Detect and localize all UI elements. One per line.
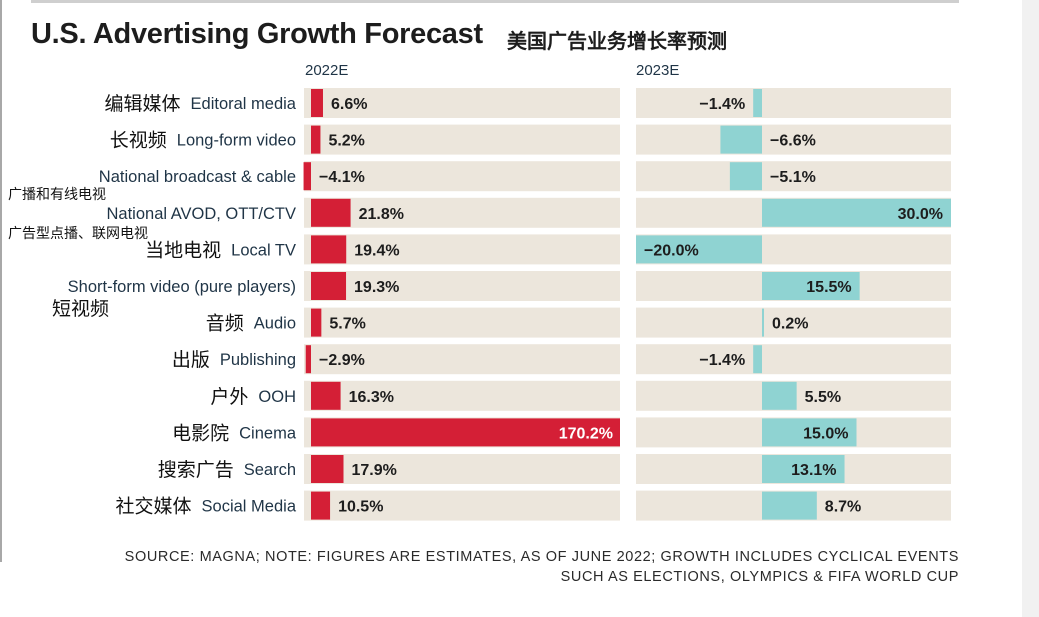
category-label-en: Publishing bbox=[220, 351, 296, 369]
value-label-2022: −4.1% bbox=[319, 169, 365, 186]
bar-2023 bbox=[762, 272, 860, 300]
track-2022 bbox=[304, 234, 620, 265]
bar-2023 bbox=[636, 235, 762, 264]
track-2023 bbox=[636, 161, 951, 192]
bar-2022 bbox=[311, 235, 347, 264]
track-2022 bbox=[304, 307, 620, 338]
value-label-2022: 21.8% bbox=[359, 206, 404, 223]
category-label-cn: 户外 bbox=[210, 386, 248, 408]
bar-2023 bbox=[762, 455, 845, 483]
value-label-2023: −1.4% bbox=[699, 352, 745, 369]
value-label-2022: −2.9% bbox=[319, 352, 365, 369]
chart-title: U.S. Advertising Growth Forecast bbox=[31, 18, 483, 50]
category-label-cn: 广播和有线电视 bbox=[8, 187, 106, 203]
bar-2023 bbox=[762, 381, 797, 410]
value-label-2023: 0.2% bbox=[772, 316, 808, 333]
bar-2022 bbox=[303, 162, 311, 191]
value-label-2022: 19.3% bbox=[354, 279, 399, 296]
value-label-2022: 16.3% bbox=[349, 389, 394, 406]
track-2022 bbox=[304, 271, 620, 301]
left-edge-line bbox=[0, 0, 2, 562]
category-label-cn: 出版 bbox=[172, 349, 210, 371]
track-2022 bbox=[304, 161, 620, 192]
value-label-2022: 10.5% bbox=[338, 499, 383, 516]
category-label-en: Cinema bbox=[239, 424, 297, 442]
category-label-en: Search bbox=[244, 461, 296, 479]
value-label-2022: 5.2% bbox=[328, 133, 364, 150]
category-label-cn: 社交媒体 bbox=[116, 496, 192, 518]
track-2023 bbox=[636, 88, 951, 118]
value-label-2023: −6.6% bbox=[770, 133, 816, 150]
growth-chart: 6.6% −1.4% Editoral media 编辑媒体 5.2% −6.6% Long… bbox=[8, 88, 951, 521]
value-label-2023: −20.0% bbox=[644, 242, 699, 259]
category-label-cn: 电影院 bbox=[172, 422, 229, 444]
value-label-2023: 30.0% bbox=[898, 206, 943, 223]
bar-2023 bbox=[753, 345, 762, 374]
value-label-2023: 5.5% bbox=[805, 389, 841, 406]
right-edge-strip bbox=[1022, 0, 1039, 617]
bar-2022 bbox=[305, 345, 311, 374]
track-2022 bbox=[304, 454, 620, 484]
track-2023 bbox=[636, 344, 951, 375]
bar-2023 bbox=[762, 198, 951, 227]
category-label-en: National AVOD, OTT/CTV bbox=[107, 205, 297, 223]
value-label-2022: 19.4% bbox=[354, 242, 399, 259]
category-label-en: Local TV bbox=[231, 241, 296, 259]
category-label-cn: 广告型点播、联网电视 bbox=[8, 226, 148, 242]
bar-2023 bbox=[720, 125, 762, 154]
category-label-cn: 编辑媒体 bbox=[105, 93, 181, 115]
category-label-en: National broadcast & cable bbox=[99, 168, 296, 186]
bar-2023 bbox=[762, 308, 764, 337]
value-label-2023: 15.0% bbox=[803, 425, 848, 442]
value-label-2023: 13.1% bbox=[791, 462, 836, 479]
value-label-2022: 6.6% bbox=[331, 96, 367, 113]
category-label-en: Short-form video (pure players) bbox=[68, 278, 296, 296]
track-2022 bbox=[304, 124, 620, 155]
bar-2023 bbox=[753, 89, 762, 117]
category-label-en: Editoral media bbox=[191, 95, 297, 113]
column-header-2022: 2022E bbox=[305, 62, 349, 79]
value-label-2023: 15.5% bbox=[806, 279, 851, 296]
track-2022 bbox=[304, 380, 620, 411]
category-label-cn: 音频 bbox=[206, 313, 244, 335]
column-header-2023: 2023E bbox=[636, 62, 680, 79]
bar-2022 bbox=[311, 455, 344, 483]
category-label-cn: 长视频 bbox=[110, 130, 167, 152]
chart-subtitle-cn: 美国广告业务增长率预测 bbox=[507, 31, 727, 53]
category-label-en: Social Media bbox=[202, 498, 297, 516]
value-label-2023: −5.1% bbox=[770, 169, 816, 186]
bar-2022 bbox=[311, 491, 331, 520]
bar-2022 bbox=[311, 381, 341, 410]
track-2022 bbox=[304, 197, 620, 228]
value-label-2022: 170.2% bbox=[559, 425, 613, 442]
bar-2022 bbox=[311, 125, 321, 154]
category-label-cn: 当地电视 bbox=[145, 239, 221, 261]
value-label-2023: −1.4% bbox=[699, 96, 745, 113]
top-rule bbox=[31, 0, 959, 3]
value-label-2023: 8.7% bbox=[825, 499, 861, 516]
source-line-1: SOURCE: MAGNA; NOTE: FIGURES ARE ESTIMAT… bbox=[124, 549, 959, 565]
track-2023 bbox=[636, 307, 951, 338]
source-line-2: SUCH AS ELECTIONS, OLYMPICS & FIFA WORLD… bbox=[560, 569, 959, 585]
bar-2022 bbox=[311, 89, 323, 117]
bar-2022 bbox=[311, 308, 322, 337]
bar-2022 bbox=[311, 272, 347, 300]
track-2022 bbox=[304, 344, 620, 375]
category-label-en: OOH bbox=[258, 388, 296, 406]
category-label-en: Audio bbox=[254, 315, 296, 333]
bar-2022 bbox=[311, 418, 620, 447]
value-label-2022: 17.9% bbox=[351, 462, 396, 479]
track-2023 bbox=[636, 124, 951, 155]
bar-2022 bbox=[311, 198, 351, 227]
source-note: SOURCE: MAGNA; NOTE: FIGURES ARE ESTIMAT… bbox=[19, 547, 959, 587]
category-label-cn: 短视频 bbox=[52, 298, 109, 320]
category-label-cn: 搜索广告 bbox=[158, 459, 234, 481]
bar-2023 bbox=[762, 418, 857, 447]
bar-2023 bbox=[762, 491, 817, 520]
bar-2023 bbox=[729, 162, 762, 191]
track-2022 bbox=[304, 490, 620, 521]
value-label-2022: 5.7% bbox=[329, 316, 365, 333]
track-2022 bbox=[304, 88, 620, 118]
category-label-en: Long-form video bbox=[177, 132, 296, 150]
